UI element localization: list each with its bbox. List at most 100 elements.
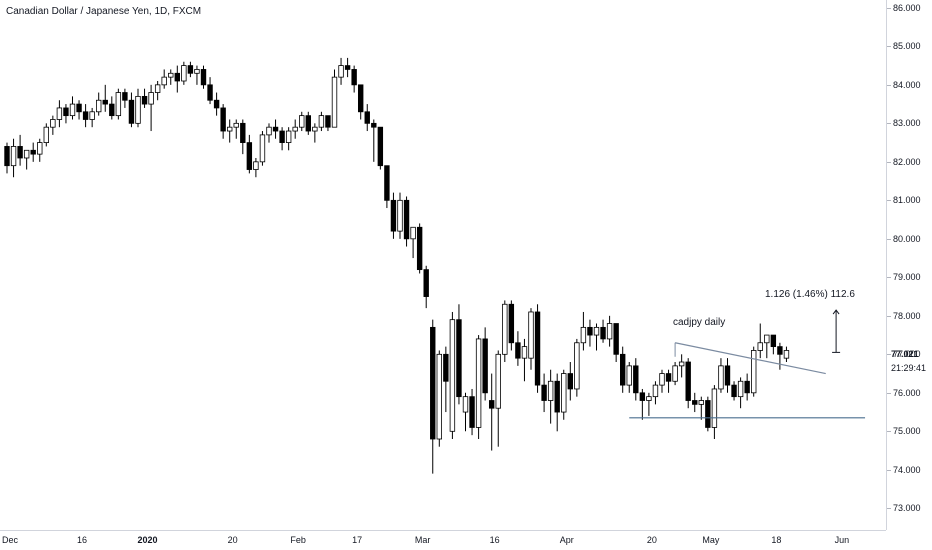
candle-up: [547, 380, 554, 401]
candle-down: [488, 400, 495, 409]
candle-down: [102, 99, 108, 105]
candle-down: [279, 130, 285, 143]
candle-down: [76, 103, 82, 113]
candle-up: [312, 126, 318, 132]
candle-down: [207, 84, 213, 101]
candle-down: [240, 122, 246, 143]
candle-down: [364, 111, 370, 124]
candle-up: [751, 350, 757, 394]
candle-down: [416, 226, 423, 271]
candle-down: [174, 72, 180, 82]
price-axis[interactable]: 73.000 74.000 75.000 76.000 77.000 78.000 79.0…: [886, 0, 932, 530]
candle-up: [462, 396, 469, 413]
bar-countdown: 21:29:41: [891, 362, 927, 373]
candle-up: [69, 103, 76, 117]
price-tick-label: 73.000: [893, 503, 921, 514]
candle-up: [678, 361, 685, 367]
price-tick-label: 82.000: [893, 156, 921, 167]
price-tick-label: 77.000: [893, 349, 921, 360]
candle-up: [737, 380, 744, 398]
price-tick-label: 81.000: [893, 195, 921, 206]
candle-up: [475, 338, 482, 428]
candle-down: [508, 303, 515, 344]
price-tick-mark: [887, 354, 891, 356]
candle-up: [718, 365, 724, 390]
candle-down: [128, 99, 135, 124]
candle-down: [384, 165, 390, 201]
candle-down: [371, 122, 377, 128]
candle-down: [390, 199, 397, 232]
candle-down: [482, 338, 488, 394]
time-tick-label: 16: [489, 535, 500, 545]
candle-up: [659, 373, 665, 386]
time-tick-label: Jun: [834, 535, 850, 545]
candle-up: [233, 122, 239, 128]
price-tick-mark: [887, 7, 891, 9]
candle-down: [692, 400, 698, 405]
chart-area[interactable]: Canadian Dollar / Japanese Yen, 1D, FXCM…: [0, 0, 886, 530]
last-price-badge: 77.021: [891, 348, 919, 359]
candle-up: [593, 326, 600, 336]
price-tick-mark: [887, 200, 891, 202]
candle-down: [30, 149, 36, 155]
candle-up: [783, 350, 790, 359]
time-tick-label: Feb: [290, 535, 306, 545]
candle-up: [161, 76, 167, 86]
time-tick-label: 18: [771, 535, 782, 545]
time-tick-label: 20: [646, 535, 657, 545]
candlestick-chart[interactable]: [0, 0, 886, 530]
price-tick-label: 86.000: [893, 2, 921, 13]
candle-up: [259, 134, 266, 163]
candle-down: [665, 373, 672, 382]
candle-up: [266, 126, 272, 136]
time-tick-label: Dec: [1, 535, 19, 545]
price-tick-label: 78.000: [893, 310, 921, 321]
candle-up: [449, 319, 456, 432]
candle-down: [534, 311, 541, 386]
candle-down: [305, 115, 311, 132]
time-axis[interactable]: Dec 16 2020 20 Feb 17 Mar 16 Apr 20 May 18 Jun: [0, 530, 886, 550]
candle-down: [515, 342, 521, 359]
candle-up: [292, 126, 298, 132]
price-tick-label: 79.000: [893, 272, 921, 283]
price-tick-label: 80.000: [893, 233, 921, 244]
candle-down: [403, 199, 410, 240]
candle-up: [37, 142, 43, 155]
candle-down: [731, 384, 737, 398]
candle-up: [154, 84, 161, 93]
price-tick-mark: [887, 315, 891, 317]
time-tick-label: 17: [352, 535, 363, 545]
candle-down: [587, 326, 593, 336]
price-tick-mark: [887, 84, 891, 86]
price-tick-mark: [887, 123, 891, 125]
candle-up: [181, 65, 187, 82]
descending-trendline: [674, 342, 826, 375]
candle-up: [318, 115, 325, 128]
price-tick-label: 84.000: [893, 79, 921, 90]
candle-up: [502, 303, 508, 355]
candle-up: [580, 326, 587, 344]
candle-down: [469, 396, 475, 428]
candle-up: [50, 119, 56, 128]
candle-down: [456, 319, 462, 398]
candle-up: [148, 92, 154, 105]
price-tick-mark: [887, 46, 891, 48]
candle-up: [646, 396, 652, 401]
candle-up: [115, 92, 122, 117]
candle-up: [89, 111, 95, 120]
price-tick-mark: [887, 392, 891, 394]
candle-down: [770, 334, 777, 348]
candle-down: [567, 373, 573, 390]
measure-label: 1.126 (1.46%) 112.6: [765, 289, 855, 300]
candle-up: [299, 115, 305, 128]
candle-down: [705, 400, 711, 428]
price-tick-mark: [887, 431, 891, 433]
candle-up: [338, 65, 344, 78]
time-tick-label: May: [702, 535, 720, 545]
candle-down: [17, 146, 23, 159]
candle-up: [757, 342, 763, 351]
candle-up: [43, 126, 49, 143]
candle-down: [109, 103, 115, 117]
candle-down: [63, 107, 69, 117]
candle-down: [4, 146, 10, 167]
